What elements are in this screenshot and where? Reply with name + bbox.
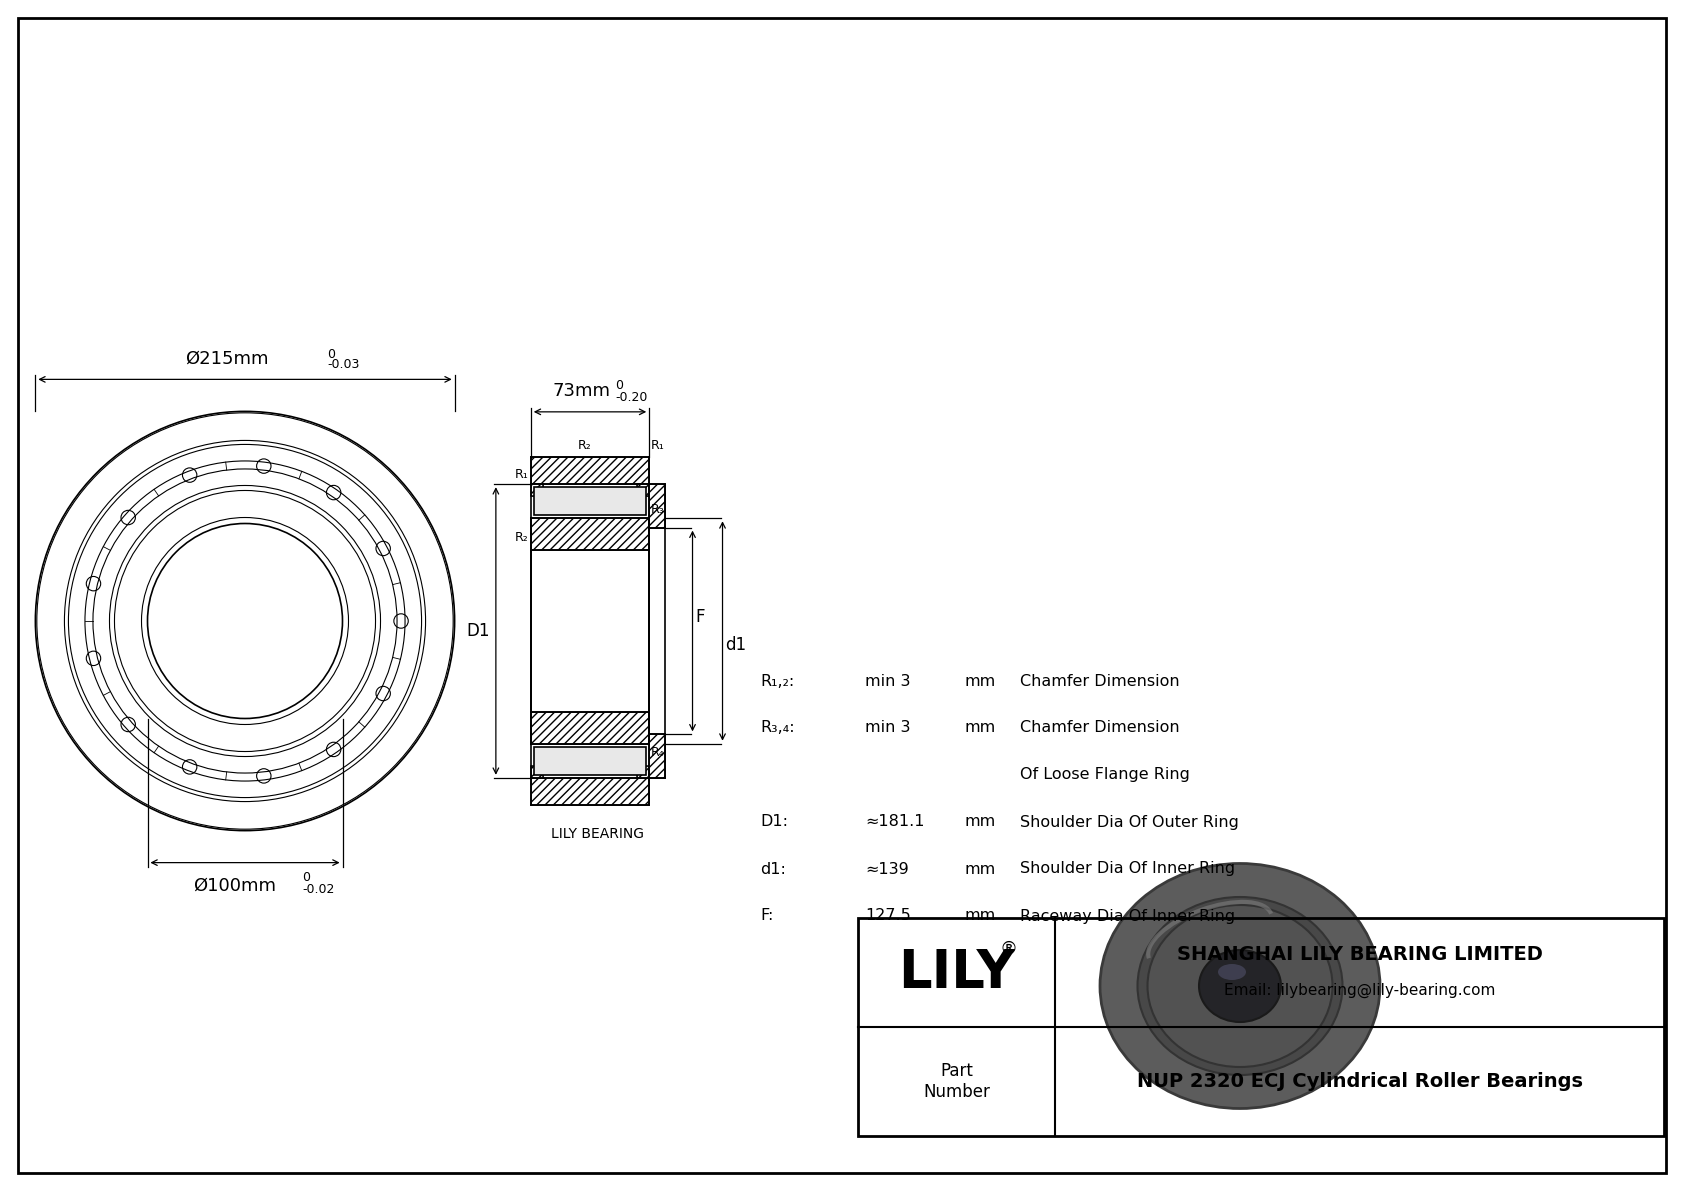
Bar <box>648 485 665 528</box>
Text: 73mm: 73mm <box>552 382 611 400</box>
Bar <box>534 487 647 516</box>
Bar <box>637 766 648 778</box>
Text: ≈181.1: ≈181.1 <box>866 815 925 829</box>
Text: LILY: LILY <box>898 947 1015 998</box>
Bar <box>859 918 1664 1136</box>
Bar <box>530 778 648 805</box>
Text: ≈139: ≈139 <box>866 861 909 877</box>
Bar <box>637 485 648 497</box>
Bar <box>530 766 542 778</box>
Text: mm: mm <box>965 673 997 688</box>
Text: -0.02: -0.02 <box>301 883 335 896</box>
Bar <box>530 457 648 485</box>
Text: NUP 2320 ECJ Cylindrical Roller Bearings: NUP 2320 ECJ Cylindrical Roller Bearings <box>1137 1072 1583 1091</box>
Bar <box>530 712 648 743</box>
Bar <box>637 766 648 778</box>
Text: Raceway Dia Of Inner Ring: Raceway Dia Of Inner Ring <box>1021 909 1234 923</box>
Bar <box>637 485 648 497</box>
Text: Chamfer Dimension: Chamfer Dimension <box>1021 673 1179 688</box>
Text: 127.5: 127.5 <box>866 909 911 923</box>
Text: Of Loose Flange Ring: Of Loose Flange Ring <box>1021 767 1191 782</box>
Text: 0: 0 <box>301 871 310 884</box>
Text: 0: 0 <box>615 379 623 392</box>
Text: D1: D1 <box>466 622 490 640</box>
Text: mm: mm <box>965 721 997 736</box>
Text: R₄: R₄ <box>652 746 665 759</box>
Text: R₃,₄:: R₃,₄: <box>759 721 795 736</box>
Text: d1: d1 <box>726 636 746 654</box>
Ellipse shape <box>1147 905 1332 1067</box>
Text: min 3: min 3 <box>866 721 911 736</box>
Bar <box>530 766 542 778</box>
Text: F: F <box>695 607 706 626</box>
Text: F:: F: <box>759 909 773 923</box>
Text: Ø215mm: Ø215mm <box>185 349 269 367</box>
Text: 0: 0 <box>327 349 335 361</box>
Text: Ø100mm: Ø100mm <box>194 877 276 894</box>
Text: min 3: min 3 <box>866 673 911 688</box>
Text: mm: mm <box>965 815 997 829</box>
Bar <box>534 747 647 774</box>
Text: d1:: d1: <box>759 861 786 877</box>
Text: SHANGHAI LILY BEARING LIMITED: SHANGHAI LILY BEARING LIMITED <box>1177 944 1543 964</box>
Text: ®: ® <box>1000 940 1017 958</box>
Text: D1:: D1: <box>759 815 788 829</box>
Bar <box>648 485 665 528</box>
Text: LILY BEARING: LILY BEARING <box>551 828 645 841</box>
Bar <box>530 485 542 497</box>
Text: mm: mm <box>965 909 997 923</box>
Bar <box>530 457 648 485</box>
Text: R₃: R₃ <box>652 504 665 517</box>
Text: R₂: R₂ <box>515 531 529 544</box>
Text: -0.20: -0.20 <box>615 391 647 404</box>
Text: Chamfer Dimension: Chamfer Dimension <box>1021 721 1179 736</box>
Text: Shoulder Dia Of Outer Ring: Shoulder Dia Of Outer Ring <box>1021 815 1239 829</box>
Text: Shoulder Dia Of Inner Ring: Shoulder Dia Of Inner Ring <box>1021 861 1234 877</box>
Bar <box>530 778 648 805</box>
Text: R₂: R₂ <box>578 438 591 451</box>
Bar <box>648 735 665 778</box>
Bar <box>530 518 648 550</box>
Ellipse shape <box>1199 950 1282 1022</box>
Bar <box>530 712 648 743</box>
Text: R₁,₂:: R₁,₂: <box>759 673 795 688</box>
Text: -0.03: -0.03 <box>327 358 359 372</box>
Text: mm: mm <box>965 861 997 877</box>
Text: R₁: R₁ <box>515 468 529 481</box>
Ellipse shape <box>1137 897 1342 1075</box>
Bar <box>530 518 648 550</box>
Ellipse shape <box>1100 863 1379 1109</box>
Text: Part
Number: Part Number <box>923 1062 990 1100</box>
Bar <box>530 485 542 497</box>
Text: R₁: R₁ <box>652 438 665 451</box>
Ellipse shape <box>1218 964 1246 980</box>
Bar <box>648 735 665 778</box>
Text: Email: lilybearing@lily-bearing.com: Email: lilybearing@lily-bearing.com <box>1224 983 1495 998</box>
